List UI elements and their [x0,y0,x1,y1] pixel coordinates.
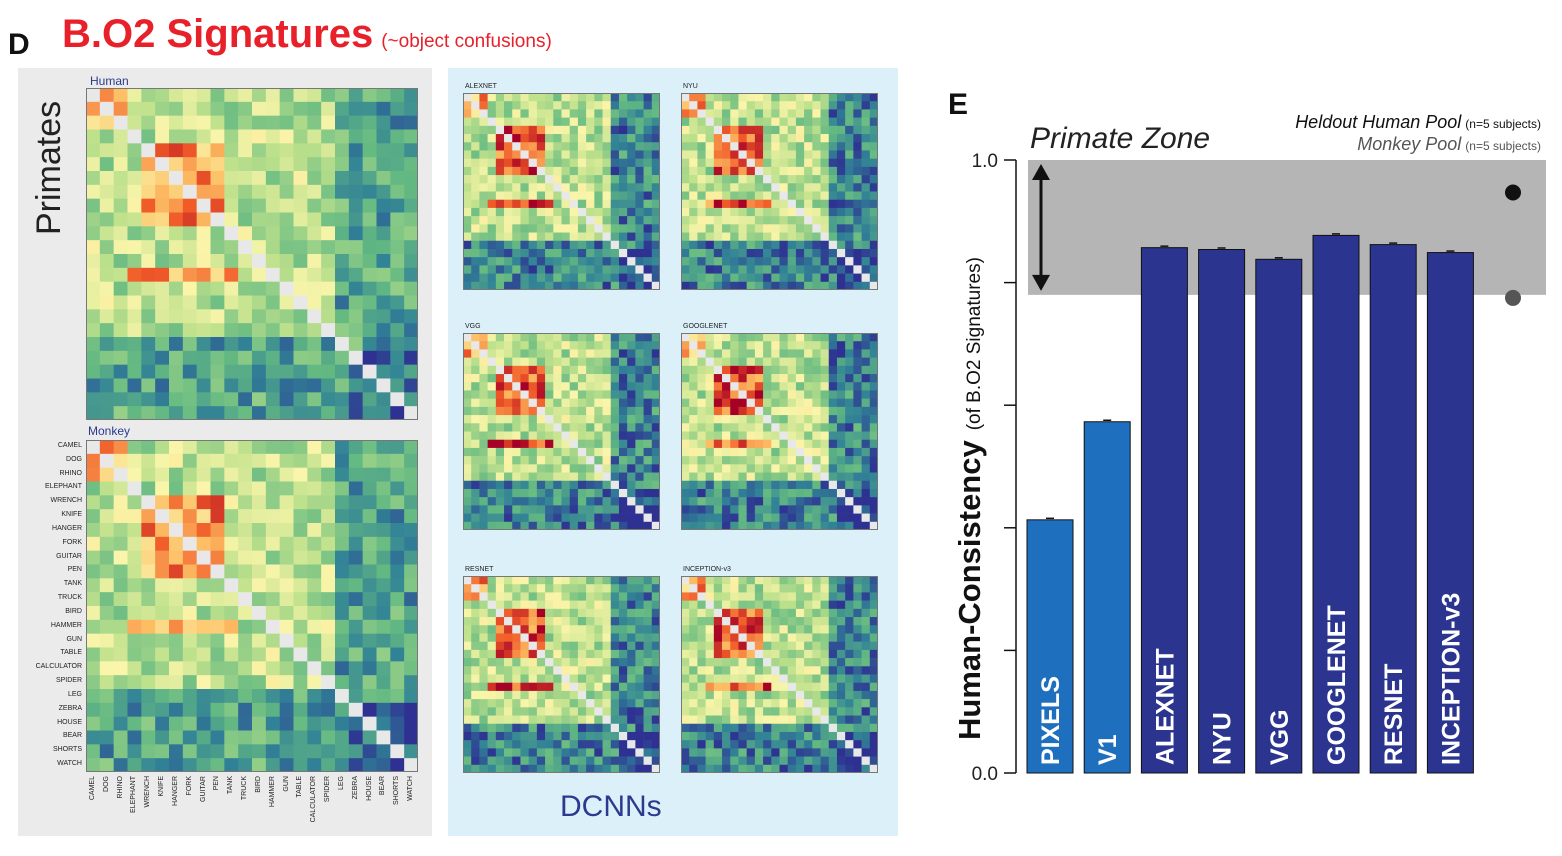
row-label: WATCH [57,760,82,768]
resnet-matrix-label: RESNET [465,566,494,573]
bar-pixels [1026,519,1074,774]
row-label: BIRD [65,607,82,615]
row-label: CALCULATOR [35,663,82,671]
row-label: LEG [67,690,82,698]
row-label: ZEBRA [58,704,82,712]
bar-v1 [1083,421,1131,774]
title-text: B.O2 Signatures [62,12,374,56]
bar-label: GOOGLENET [1323,605,1351,765]
row-label: GUITAR [56,552,82,560]
alexnet-confusion-matrix [463,93,660,290]
row-label: TABLE [60,649,82,657]
y-tick-label: 0.0 [972,764,998,785]
row-label: HANGER [52,524,82,532]
bar-label: RESNET [1380,664,1408,765]
row-label: FORK [62,538,82,546]
legend-entry: Heldout Human Pool (n=5 subjects) [1295,112,1541,132]
row-label: GUN [66,635,82,643]
row-label: DOG [66,455,82,463]
row-label: HAMMER [50,621,82,629]
googlenet-matrix-label: GOOGLENET [683,323,728,330]
main-title: B.O2 Signatures (~object confusions) [62,12,552,57]
human-confusion-matrix [86,88,418,420]
bar-label: NYU [1209,712,1237,765]
dcnn-label: DCNNs [560,790,662,823]
row-label: WRENCH [50,497,83,505]
inception-confusion-matrix [681,576,878,773]
row-label: KNIFE [61,511,82,519]
primate-zone-label: Primate Zone [1030,122,1210,155]
human-matrix-label: Human [90,74,129,88]
monkey-matrix-label: Monkey [88,424,131,438]
panel-e-letter: E [948,88,969,121]
row-label: CAMEL [57,441,82,449]
panel-d-letter: D [8,28,30,61]
nyu-matrix-label: NYU [683,83,698,90]
bar-resnet [1369,244,1417,774]
row-label: TRUCK [57,594,82,602]
legend-marker [1505,184,1521,201]
row-label: TANK [63,580,82,588]
y-axis-label: Human-Consistency(of B.O2 Signatures) [952,257,987,740]
alexnet-matrix-label: ALEXNET [465,83,497,90]
row-label: BEAR [62,732,82,740]
row-label: PEN [67,566,82,574]
row-label: HOUSE [57,718,82,726]
vgg-confusion-matrix [463,333,660,530]
row-label: SHORTS [52,746,82,754]
y-tick-label: 1.0 [972,151,998,172]
row-label: SPIDER [55,677,82,685]
bar-label: ALEXNET [1151,648,1179,765]
bar-label: VGG [1266,709,1294,765]
legend-entry: Monkey Pool (n=5 subjects) [1357,134,1541,154]
googlenet-confusion-matrix [681,333,878,530]
monkey-confusion-matrix [86,440,418,772]
bar-label: PIXELS [1037,676,1065,765]
vgg-matrix-label: VGG [465,323,481,330]
bar-label: V1 [1094,734,1122,765]
bar-label: INCEPTION-v3 [1437,593,1465,765]
nyu-confusion-matrix [681,93,878,290]
bar-inception-v3 [1426,252,1474,774]
row-label: ELEPHANT [45,483,82,491]
title-subtitle: (~object confusions) [381,31,552,52]
resnet-confusion-matrix [463,576,660,773]
bar-googlenet [1312,234,1360,774]
legend-marker [1505,289,1521,306]
primate-zone-arrow-bottom [1032,274,1050,291]
inception-matrix-label: INCEPTION-v3 [683,566,731,573]
bar-vgg [1255,258,1303,774]
bar-nyu [1198,248,1246,774]
row-label: RHINO [59,469,82,477]
primate-zone-arrow-top [1032,164,1050,180]
bar-alexnet [1140,247,1188,774]
